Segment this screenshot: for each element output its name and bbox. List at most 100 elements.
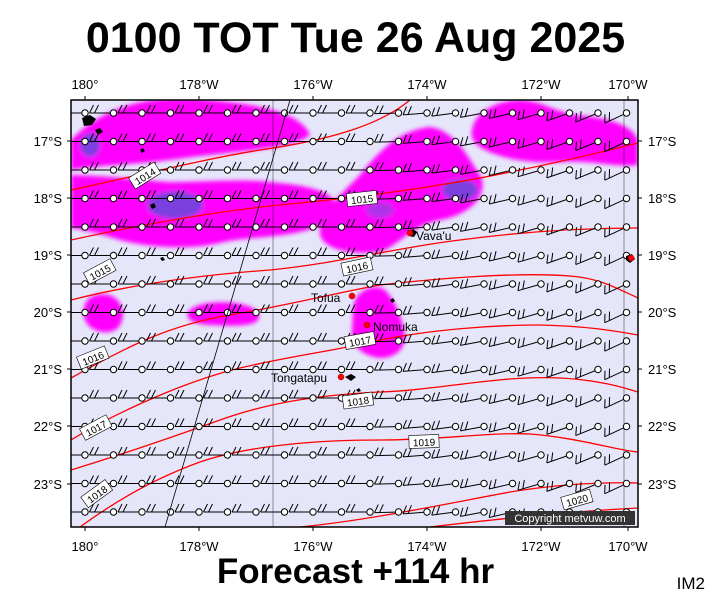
wind-barb [231, 503, 260, 516]
wind-barb [174, 418, 203, 431]
wind-barb [260, 446, 289, 459]
y-tick-label: 18°S [34, 191, 63, 206]
x-tick-label: 178°W [179, 539, 219, 554]
wind-barb [374, 361, 403, 374]
wind-barb [117, 275, 146, 288]
wind-barb [174, 190, 203, 203]
wind-barb [231, 304, 260, 317]
wind-barb [488, 137, 517, 148]
wind-barb [345, 446, 374, 459]
wind-barb [431, 192, 460, 203]
wind-barb [431, 505, 460, 516]
wind-barb [488, 336, 517, 348]
wind-barb [575, 223, 602, 237]
wind-barb [402, 134, 431, 146]
wind-barb [146, 247, 175, 260]
wind-barb [459, 221, 488, 232]
wind-barb [374, 247, 403, 260]
wind-barb [459, 136, 488, 147]
wind-barb [345, 133, 374, 146]
track-line [164, 100, 291, 527]
wind-barb [146, 133, 175, 146]
wind-barb [431, 277, 460, 288]
wind-barb [488, 393, 517, 405]
wind-barb [203, 389, 232, 402]
wind-barb [174, 361, 203, 374]
wind-barb [575, 109, 602, 123]
wind-barb [517, 337, 545, 349]
precip-area [319, 127, 483, 253]
wind-barb-layer [71, 104, 631, 523]
wind-barb [402, 505, 431, 516]
wind-barb [402, 305, 431, 317]
wind-barb [203, 218, 232, 231]
wind-barb [517, 394, 545, 406]
wind-barb [402, 476, 431, 488]
wind-barb [374, 219, 403, 231]
wind-barb [546, 422, 574, 435]
wind-barb [288, 304, 317, 317]
wind-barb [546, 479, 574, 492]
wind-barb [575, 479, 602, 493]
y-axis-right: 17°S 18°S 19°S 20°S 21°S 22°S 23°S [648, 134, 677, 492]
wind-barb [374, 133, 403, 146]
wind-barb [345, 361, 374, 374]
isobar-line [71, 376, 638, 471]
wind-barb [317, 275, 346, 288]
wind-barb [317, 503, 346, 516]
wind-barb [260, 332, 289, 345]
wind-barb [89, 218, 118, 231]
frame-ticks [67, 96, 642, 531]
wind-barb [146, 190, 175, 203]
wind-barb [288, 475, 317, 488]
wind-barb [203, 104, 232, 117]
wind-barb [117, 133, 146, 146]
wind-barb [174, 133, 203, 146]
place-label-tongatapu: Tongatapu [271, 371, 327, 385]
x-tick-label: 172°W [521, 539, 561, 554]
wind-barb [402, 391, 431, 402]
wind-barb [431, 363, 460, 374]
wind-barb [146, 361, 175, 374]
wind-barb [146, 332, 175, 345]
wind-barb [174, 275, 203, 288]
wind-barb [231, 218, 260, 231]
wind-barb [374, 105, 403, 117]
wind-barb [288, 104, 317, 117]
isobar-line [79, 433, 638, 527]
wind-barb [459, 278, 488, 289]
wind-barb [117, 218, 146, 231]
wind-barb [459, 193, 488, 204]
wind-barb [203, 133, 232, 146]
town-dot [348, 292, 356, 300]
wind-barb [604, 109, 631, 124]
y-tick-label: 23°S [34, 477, 63, 492]
wind-barb [317, 190, 346, 203]
wind-barb [317, 304, 346, 317]
x-axis-bottom: 180° 178°W 176°W 174°W 172°W 170°W [72, 539, 649, 554]
wind-barb [89, 332, 118, 345]
wind-barb [459, 478, 488, 489]
x-tick-label: 172°W [521, 77, 561, 92]
y-tick-label: 21°S [34, 362, 63, 377]
wind-barb [575, 137, 602, 151]
wind-barb [431, 420, 460, 431]
wind-barb [546, 337, 574, 350]
wind-barb [604, 280, 631, 295]
wind-barb [546, 365, 574, 378]
wind-barb [117, 304, 146, 317]
wind-barb [604, 365, 631, 381]
wind-barb [345, 275, 374, 288]
wind-barb [231, 275, 260, 288]
precip-heavy [442, 179, 478, 201]
wind-barb [117, 503, 146, 516]
wind-barb [260, 503, 289, 516]
precip-area [71, 175, 336, 248]
wind-barb [146, 475, 175, 488]
wind-barb [288, 247, 317, 260]
wind-barb [203, 247, 232, 260]
wind-barb [459, 449, 488, 460]
wind-barb [146, 304, 175, 317]
wind-barb [402, 334, 431, 345]
precip-heavy [366, 202, 394, 218]
